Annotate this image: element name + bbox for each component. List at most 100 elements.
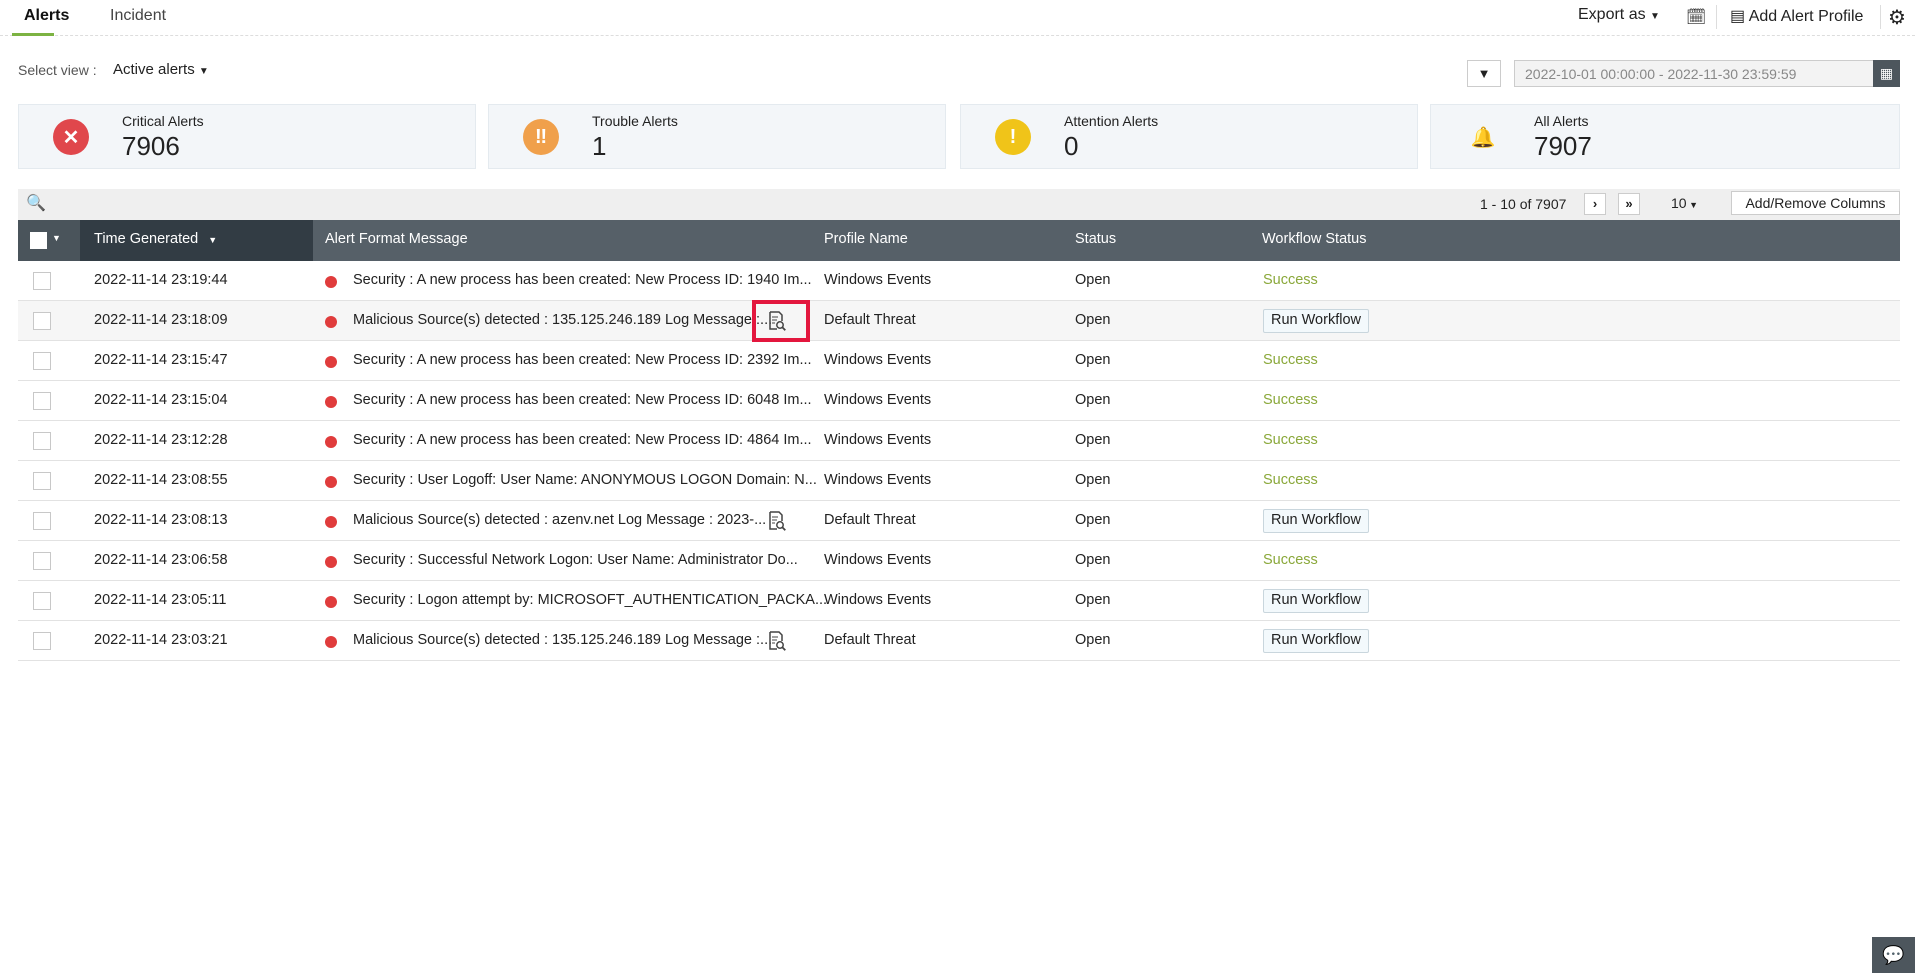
time-generated: 2022-11-14 23:05:11: [94, 592, 227, 608]
run-workflow-button[interactable]: Run Workflow: [1263, 509, 1369, 533]
status: Open: [1075, 632, 1111, 648]
row-checkbox[interactable]: [33, 512, 51, 530]
select-all-checkbox[interactable]: [30, 232, 47, 249]
status: Open: [1075, 352, 1111, 368]
profile-name: Windows Events: [824, 392, 932, 408]
alert-message[interactable]: Security : A new process has been create…: [353, 272, 812, 288]
filter-button[interactable]: ▼: [1467, 60, 1501, 87]
chat-icon[interactable]: 💬: [1872, 937, 1915, 973]
summary-card[interactable]: ✕ Critical Alerts 7906: [18, 104, 476, 169]
filter-icon: ▼: [1477, 66, 1491, 81]
table-row[interactable]: 2022-11-14 23:08:13 Malicious Source(s) …: [18, 501, 1900, 541]
alert-message[interactable]: Malicious Source(s) detected : azenv.net…: [353, 512, 767, 528]
run-workflow-button[interactable]: Run Workflow: [1263, 589, 1369, 613]
highlight-box: [752, 300, 810, 342]
close-icon: ✕: [53, 119, 89, 155]
column-header-message[interactable]: Alert Format Message: [325, 231, 468, 247]
table-row[interactable]: 2022-11-14 23:15:04 Security : A new pro…: [18, 381, 1900, 421]
table-row[interactable]: 2022-11-14 23:19:44 Security : A new pro…: [18, 261, 1900, 301]
summary-card[interactable]: ‼ Trouble Alerts 1: [488, 104, 946, 169]
alert-message[interactable]: Security : A new process has been create…: [353, 432, 812, 448]
column-header-status[interactable]: Status: [1075, 231, 1117, 247]
run-workflow-button[interactable]: Run Workflow: [1263, 309, 1369, 333]
severity-critical-icon: [325, 596, 337, 608]
caret-down-icon[interactable]: ▼: [52, 233, 61, 243]
select-all-cell: ▼: [18, 220, 80, 261]
status: Open: [1075, 432, 1111, 448]
time-generated: 2022-11-14 23:15:04: [94, 392, 228, 408]
profile-name: Windows Events: [824, 432, 932, 448]
status: Open: [1075, 512, 1111, 528]
log-details-icon[interactable]: [767, 310, 787, 332]
alert-message[interactable]: Security : Logon attempt by: MICROSOFT_A…: [353, 592, 828, 608]
severity-critical-icon: [325, 396, 337, 408]
date-range-input[interactable]: 2022-10-01 00:00:00 - 2022-11-30 23:59:5…: [1514, 60, 1874, 87]
workflow-status: Success: [1263, 432, 1318, 448]
log-details-icon[interactable]: [767, 510, 787, 532]
gear-icon[interactable]: ⚙: [1888, 7, 1906, 29]
export-dropdown[interactable]: Export as ▼: [1578, 6, 1660, 24]
time-generated: 2022-11-14 23:08:55: [94, 472, 228, 488]
alert-message[interactable]: Security : A new process has been create…: [353, 352, 812, 368]
table-row[interactable]: 2022-11-14 23:12:28 Security : A new pro…: [18, 421, 1900, 461]
page-size-dropdown[interactable]: 10 ▼: [1671, 195, 1698, 211]
card-count: 7906: [122, 131, 180, 161]
workflow-status: Success: [1263, 392, 1318, 408]
row-checkbox[interactable]: [33, 552, 51, 570]
report-schedule-icon[interactable]: 🗓: [1686, 9, 1707, 26]
severity-critical-icon: [325, 556, 337, 568]
card-count: 0: [1064, 131, 1079, 161]
time-generated: 2022-11-14 23:08:13: [94, 512, 228, 528]
run-workflow-button[interactable]: Run Workflow: [1263, 629, 1369, 653]
column-header-profile[interactable]: Profile Name: [824, 231, 908, 247]
alert-message[interactable]: Security : User Logoff: User Name: ANONY…: [353, 472, 817, 488]
summary-card[interactable]: 🔔 All Alerts 7907: [1430, 104, 1900, 169]
table-row[interactable]: 2022-11-14 23:05:11 Security : Logon att…: [18, 581, 1900, 621]
page-size-value: 10: [1671, 195, 1687, 211]
caret-down-icon: ▼: [1650, 11, 1660, 22]
table-row[interactable]: 2022-11-14 23:18:09 Malicious Source(s) …: [18, 300, 1900, 342]
row-checkbox[interactable]: [33, 632, 51, 650]
column-header-workflow[interactable]: Workflow Status: [1262, 231, 1367, 247]
next-page-button[interactable]: ›: [1584, 193, 1606, 215]
severity-critical-icon: [325, 316, 337, 328]
severity-critical-icon: [325, 516, 337, 528]
profile-name: Windows Events: [824, 472, 932, 488]
calendar-icon[interactable]: ▦: [1873, 60, 1900, 87]
table-row[interactable]: 2022-11-14 23:15:47 Security : A new pro…: [18, 341, 1900, 381]
alert-message[interactable]: Security : A new process has been create…: [353, 392, 812, 408]
tab-incident[interactable]: Incident: [110, 7, 167, 24]
row-checkbox[interactable]: [33, 592, 51, 610]
status: Open: [1075, 392, 1111, 408]
add-remove-columns-button[interactable]: Add/Remove Columns: [1731, 191, 1900, 215]
row-checkbox[interactable]: [33, 352, 51, 370]
search-icon[interactable]: 🔍: [26, 195, 46, 212]
profile-name: Default Threat: [824, 632, 916, 648]
row-checkbox[interactable]: [33, 272, 51, 290]
log-details-icon[interactable]: [767, 630, 787, 652]
last-page-button[interactable]: »: [1618, 193, 1640, 215]
alert-message[interactable]: Security : Successful Network Logon: Use…: [353, 552, 798, 568]
table-row[interactable]: 2022-11-14 23:03:21 Malicious Source(s) …: [18, 621, 1900, 661]
summary-card[interactable]: ! Attention Alerts 0: [960, 104, 1418, 169]
add-alert-profile-button[interactable]: ▤ Add Alert Profile: [1730, 6, 1863, 26]
time-generated: 2022-11-14 23:12:28: [94, 432, 228, 448]
row-checkbox[interactable]: [33, 312, 51, 330]
table-row[interactable]: 2022-11-14 23:06:58 Security : Successfu…: [18, 541, 1900, 581]
alert-message[interactable]: Malicious Source(s) detected : 135.125.2…: [353, 312, 773, 328]
column-header-time[interactable]: Time Generated ▼: [94, 231, 217, 247]
pagination-range: 1 - 10 of 7907: [1480, 196, 1567, 212]
workflow-status: Success: [1263, 272, 1318, 288]
row-checkbox[interactable]: [33, 392, 51, 410]
alert-message[interactable]: Malicious Source(s) detected : 135.125.2…: [353, 632, 773, 648]
row-checkbox[interactable]: [33, 432, 51, 450]
row-checkbox[interactable]: [33, 472, 51, 490]
table-row[interactable]: 2022-11-14 23:08:55 Security : User Logo…: [18, 461, 1900, 501]
select-view-value: Active alerts: [113, 61, 195, 78]
status: Open: [1075, 312, 1111, 328]
select-view-dropdown[interactable]: Active alerts ▼: [113, 61, 209, 78]
status: Open: [1075, 272, 1111, 288]
bell-icon: 🔔: [1470, 126, 1496, 149]
card-count: 1: [592, 131, 607, 161]
tab-alerts[interactable]: Alerts: [24, 7, 70, 24]
